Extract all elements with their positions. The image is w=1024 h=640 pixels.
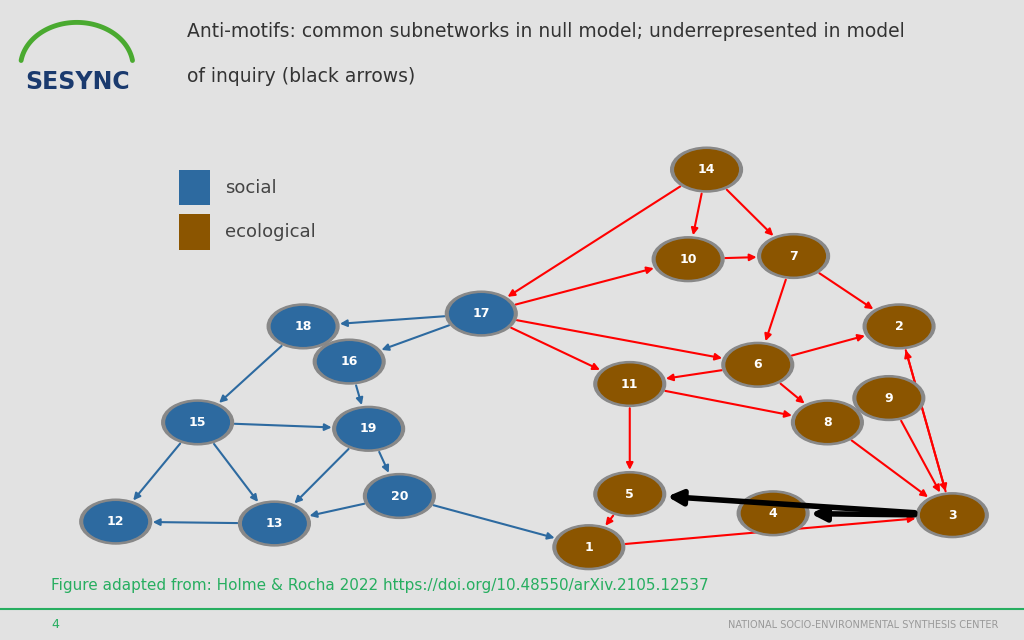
Circle shape [80, 499, 152, 544]
Circle shape [598, 364, 662, 404]
Circle shape [652, 237, 724, 282]
Circle shape [916, 493, 988, 538]
Circle shape [84, 502, 147, 541]
Circle shape [333, 406, 404, 451]
Circle shape [594, 472, 666, 516]
Circle shape [337, 409, 400, 449]
Text: NATIONAL SOCIO-ENVIRONMENTAL SYNTHESIS CENTER: NATIONAL SOCIO-ENVIRONMENTAL SYNTHESIS C… [728, 620, 998, 630]
Circle shape [368, 476, 431, 516]
Text: 9: 9 [885, 392, 893, 404]
Circle shape [317, 342, 381, 381]
Text: of inquiry (black arrows): of inquiry (black arrows) [187, 67, 416, 86]
Text: 16: 16 [341, 355, 357, 368]
Text: 7: 7 [790, 250, 798, 262]
Text: 4: 4 [51, 618, 59, 631]
Text: ecological: ecological [225, 223, 316, 241]
Circle shape [239, 501, 310, 546]
Circle shape [598, 474, 662, 514]
Text: 19: 19 [360, 422, 377, 435]
Circle shape [243, 504, 306, 543]
Text: Figure adapted from: Holme & Rocha 2022 https://doi.org/10.48550/arXiv.2105.1253: Figure adapted from: Holme & Rocha 2022 … [51, 578, 709, 593]
Circle shape [867, 307, 931, 346]
Text: 11: 11 [621, 378, 639, 390]
Circle shape [921, 495, 984, 535]
Text: 20: 20 [390, 490, 409, 502]
Circle shape [675, 150, 738, 189]
Circle shape [863, 304, 935, 349]
Text: 1: 1 [585, 541, 593, 554]
Text: 18: 18 [295, 320, 311, 333]
Circle shape [737, 491, 809, 536]
Circle shape [594, 362, 666, 406]
Text: 6: 6 [754, 358, 762, 371]
Circle shape [450, 294, 513, 333]
Circle shape [671, 147, 742, 192]
Text: 8: 8 [823, 416, 831, 429]
Circle shape [445, 291, 517, 336]
FancyBboxPatch shape [179, 170, 210, 205]
Circle shape [364, 474, 435, 518]
Circle shape [762, 236, 825, 276]
Circle shape [853, 376, 925, 420]
Text: 15: 15 [188, 416, 207, 429]
Circle shape [162, 400, 233, 445]
Text: 4: 4 [769, 507, 777, 520]
Circle shape [166, 403, 229, 442]
Circle shape [271, 307, 335, 346]
Circle shape [656, 239, 720, 279]
Circle shape [741, 493, 805, 533]
Circle shape [857, 378, 921, 418]
Circle shape [796, 403, 859, 442]
Circle shape [792, 400, 863, 445]
Text: 2: 2 [895, 320, 903, 333]
Circle shape [557, 527, 621, 567]
FancyBboxPatch shape [179, 214, 210, 250]
Text: Anti-motifs: common subnetworks in null model; underrepresented in model: Anti-motifs: common subnetworks in null … [187, 22, 905, 42]
Text: 13: 13 [266, 517, 283, 530]
Text: 14: 14 [697, 163, 716, 176]
Text: SESYNC: SESYNC [26, 70, 130, 94]
Text: 5: 5 [626, 488, 634, 500]
Text: 12: 12 [106, 515, 125, 528]
Circle shape [267, 304, 339, 349]
Circle shape [553, 525, 625, 570]
Text: 10: 10 [679, 253, 697, 266]
Text: social: social [225, 179, 276, 196]
Circle shape [726, 345, 790, 385]
Circle shape [722, 342, 794, 387]
Text: 17: 17 [472, 307, 490, 320]
Circle shape [313, 339, 385, 384]
Circle shape [758, 234, 829, 278]
Text: 3: 3 [948, 509, 956, 522]
